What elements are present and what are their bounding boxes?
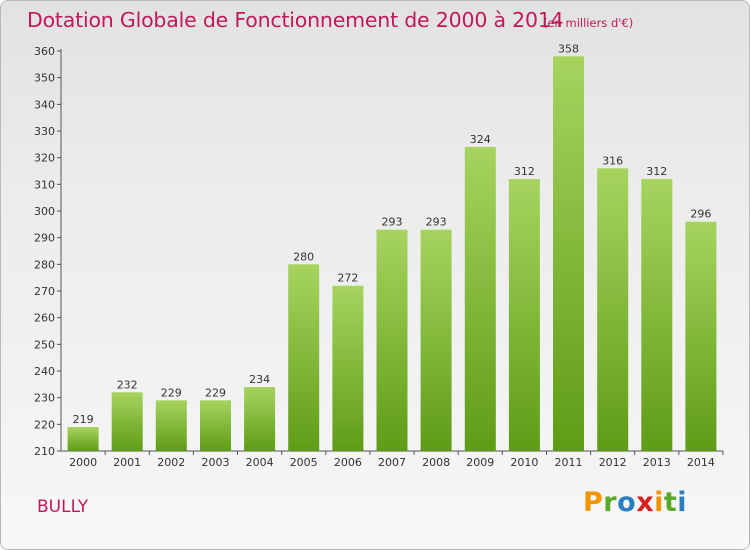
x-tick-label: 2011 — [555, 456, 583, 469]
logo-letter: o — [617, 487, 637, 518]
bar — [597, 168, 629, 452]
labels: 219 232 229 229 234 280 272 293 293 324 312 358 316 3… — [73, 42, 712, 426]
y-tick-label: 350 — [34, 72, 55, 85]
bar — [288, 264, 320, 451]
y-tick-label: 340 — [34, 98, 55, 111]
bar — [685, 221, 717, 451]
x-tick-label: 2013 — [643, 456, 671, 469]
bar — [553, 56, 584, 452]
y-tick-label: 310 — [34, 178, 55, 191]
y-tick-label: 280 — [34, 258, 55, 271]
bar — [464, 147, 496, 451]
bar-value-label: 324 — [470, 133, 491, 146]
x-tick-label: 2007 — [378, 456, 406, 469]
bar — [332, 285, 364, 451]
bar-value-label: 229 — [161, 386, 182, 399]
bar — [508, 179, 540, 451]
x-tick-label: 2010 — [510, 456, 538, 469]
x-tick-label: 2014 — [687, 456, 715, 469]
x-tick-label: 2000 — [69, 456, 97, 469]
bars — [67, 56, 717, 452]
x-tick-label: 2008 — [422, 456, 450, 469]
x-tick-label: 2004 — [246, 456, 274, 469]
y-tick-label: 210 — [34, 445, 55, 458]
logo-letter: i — [677, 487, 688, 518]
bar-value-label: 296 — [690, 208, 711, 221]
x-tick-label: 2006 — [334, 456, 362, 469]
x-tick-label: 2012 — [599, 456, 627, 469]
y-tick-label: 330 — [34, 125, 55, 138]
bar — [641, 179, 673, 451]
chart-title: Dotation Globale de Fonctionnement de 20… — [27, 8, 564, 32]
y-tick-label: 270 — [34, 285, 55, 298]
x-tick-label: 2001 — [113, 456, 141, 469]
x-tick-label: 2002 — [157, 456, 185, 469]
bar-value-label: 293 — [426, 216, 447, 229]
bar — [200, 400, 231, 451]
bar — [67, 427, 99, 451]
bar-value-label: 229 — [205, 386, 226, 399]
x-tick-label: 2005 — [290, 456, 318, 469]
x-tick-label: 2003 — [202, 456, 230, 469]
bar — [244, 387, 276, 451]
logo-letter: x — [636, 487, 655, 518]
bar-value-label: 272 — [337, 272, 358, 285]
bar-value-label: 312 — [514, 165, 535, 178]
logo-letter: r — [603, 487, 618, 518]
bar-value-label: 232 — [117, 378, 138, 391]
bar-value-label: 312 — [646, 165, 667, 178]
bar-value-label: 280 — [293, 250, 314, 263]
unit-label: (en milliers d'€) — [543, 16, 634, 30]
bar-value-label: 358 — [558, 42, 579, 55]
y-tick-label: 290 — [34, 232, 55, 245]
bar-value-label: 219 — [73, 413, 94, 426]
y-tick-label: 240 — [34, 365, 55, 378]
bar-value-label: 234 — [249, 373, 270, 386]
y-tick-label: 230 — [34, 392, 55, 405]
logo-letter: t — [663, 487, 678, 518]
bar-value-label: 293 — [382, 216, 403, 229]
commune-name: BULLY — [37, 497, 89, 517]
bar — [155, 400, 187, 451]
axes: 210 220 230 240 250 260 270 280 290 300 310 320 330 3… — [34, 45, 724, 469]
bar — [420, 229, 452, 451]
y-tick-label: 220 — [34, 418, 55, 431]
bar — [376, 229, 408, 451]
y-tick-label: 260 — [34, 312, 55, 325]
bar-value-label: 316 — [602, 154, 623, 167]
y-tick-label: 360 — [34, 45, 55, 58]
logo-letter: P — [583, 487, 604, 518]
proxiti-logo: Proxiti — [583, 487, 687, 518]
x-tick-label: 2009 — [466, 456, 494, 469]
logo-letter: i — [654, 487, 664, 518]
y-tick-label: 300 — [34, 205, 55, 218]
y-tick-label: 250 — [34, 338, 55, 351]
y-tick-label: 320 — [34, 152, 55, 165]
bar — [111, 392, 143, 451]
